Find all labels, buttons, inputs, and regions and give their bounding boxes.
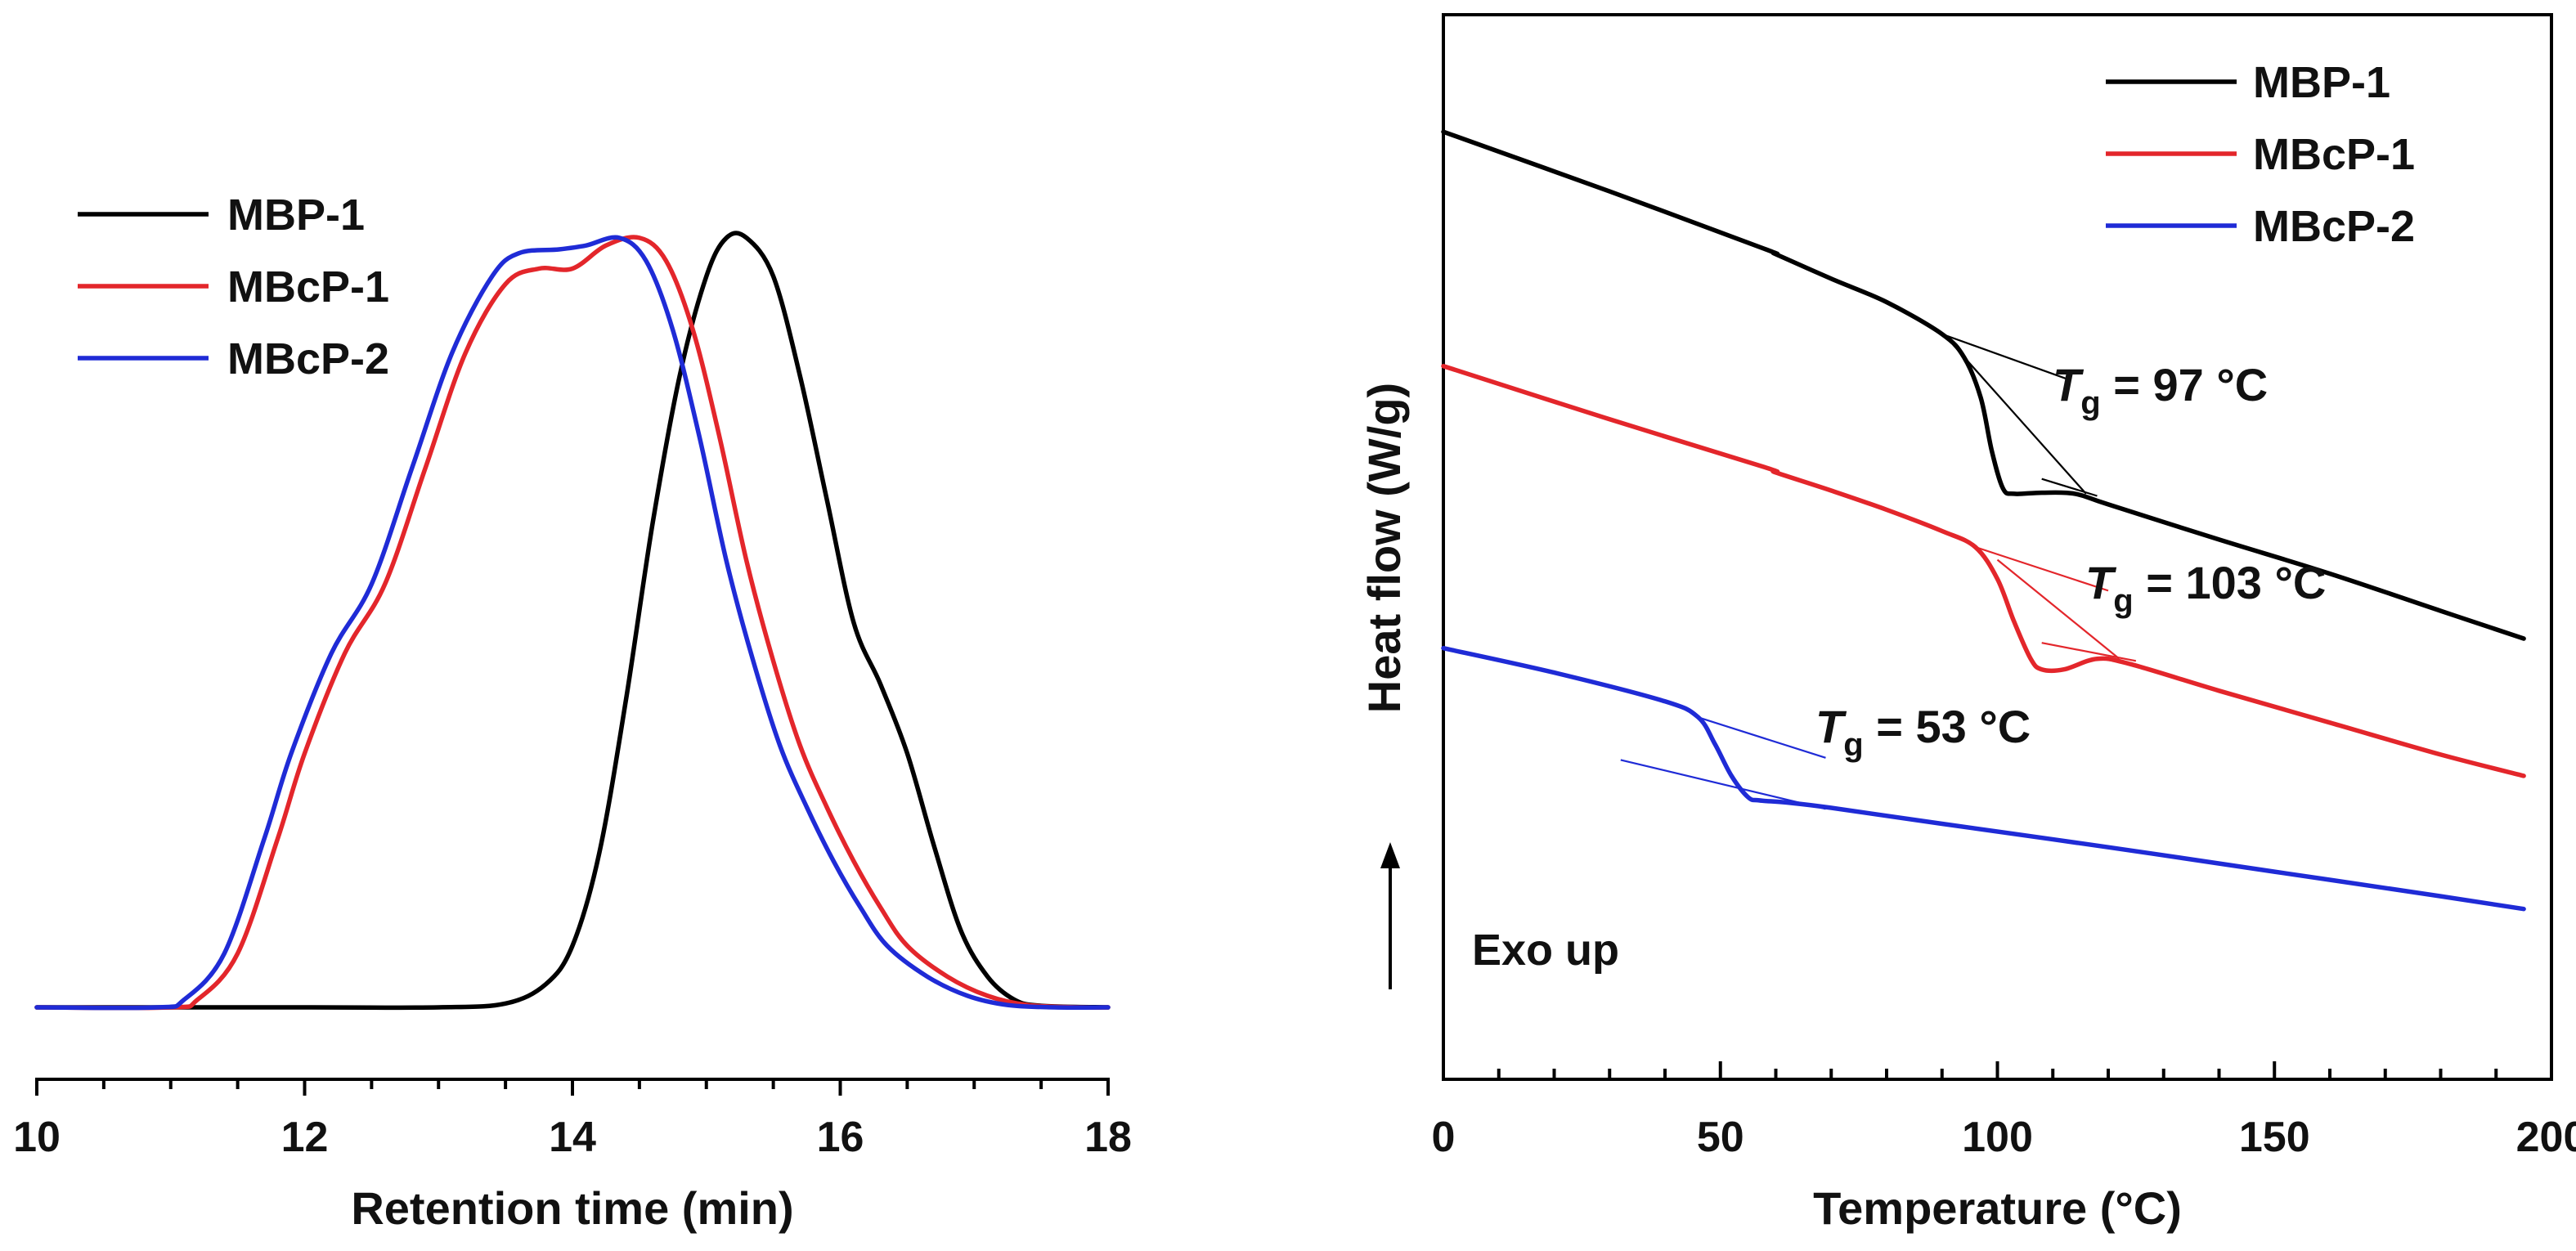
dsc-series-mbcp-1 bbox=[1441, 363, 2526, 778]
tg-symbol: T bbox=[1815, 701, 1847, 752]
gpc-series-mbcp-2 bbox=[34, 235, 1111, 1011]
gpc-x-axis-label: Retention time (min) bbox=[351, 1182, 793, 1234]
dsc-x-tick-label: 0 bbox=[1432, 1114, 1456, 1161]
gpc-x-tick-label: 16 bbox=[817, 1114, 864, 1161]
tangent-line bbox=[1996, 558, 2120, 660]
dsc-x-tick-label: 150 bbox=[2239, 1114, 2310, 1161]
gpc-series-mbp-1 bbox=[34, 231, 1111, 1011]
tg-subscript: g bbox=[1843, 727, 1863, 763]
dsc-x-tick-label: 200 bbox=[2516, 1114, 2576, 1161]
tangent-line bbox=[1698, 716, 1826, 759]
gpc-series-mbcp-1 bbox=[34, 235, 1111, 1011]
dsc-legend-label: MBP-1 bbox=[2253, 58, 2390, 107]
dsc-x-tick-label: 100 bbox=[1962, 1114, 2033, 1161]
gpc-x-tick-label: 10 bbox=[13, 1114, 61, 1161]
dsc-legend: MBP-1 MBcP-1 MBcP-2 bbox=[2106, 58, 2415, 251]
gpc-x-tick-label: 14 bbox=[549, 1114, 596, 1161]
dsc-x-tick-label: 50 bbox=[1697, 1114, 1744, 1161]
gpc-chart: 10 12 14 16 18 Retention time (min) MBP-1 MBcP-… bbox=[13, 191, 1132, 1234]
dsc-legend-label: MBcP-2 bbox=[2253, 202, 2415, 251]
tangent-line bbox=[1941, 333, 2070, 381]
tg-subscript: g bbox=[2113, 583, 2133, 619]
dsc-series-mbp-1 bbox=[1441, 129, 2526, 641]
gpc-legend-label: MBP-1 bbox=[227, 191, 365, 240]
tangent-line bbox=[1975, 545, 2109, 592]
dsc-series-mbcp-2 bbox=[1441, 645, 2526, 912]
gpc-legend: MBP-1 MBcP-1 MBcP-2 bbox=[78, 191, 389, 383]
tg-value: = 103 °C bbox=[2134, 557, 2327, 608]
tangent-line bbox=[2041, 642, 2137, 662]
tg-value: = 53 °C bbox=[1864, 701, 2031, 752]
exo-up-label: Exo up bbox=[1472, 926, 1619, 975]
dsc-x-axis-label: Temperature (°C) bbox=[1813, 1182, 2182, 1234]
tg-label-mbcp-2: Tg = 53 °C bbox=[1815, 701, 2031, 763]
gpc-x-tick-label: 12 bbox=[281, 1114, 329, 1161]
tg-symbol: T bbox=[2053, 359, 2085, 410]
dsc-y-axis-label: Heat flow (W/g) bbox=[1358, 383, 1410, 713]
gpc-x-tick-label: 18 bbox=[1084, 1114, 1132, 1161]
tangent-line bbox=[1620, 759, 1826, 810]
tg-label-mbcp-1: Tg = 103 °C bbox=[2085, 557, 2326, 619]
dsc-chart: 0 50 100 150 200 Temperature (°C) Heat flow (W… bbox=[1358, 13, 2576, 1234]
tg-label-mbp-1: Tg = 97 °C bbox=[2053, 359, 2268, 421]
tangent-line bbox=[2041, 478, 2098, 497]
dsc-legend-label: MBcP-1 bbox=[2253, 130, 2415, 179]
tangent-line bbox=[1952, 343, 2087, 495]
tg-value: = 97 °C bbox=[2101, 359, 2269, 410]
tg-symbol: T bbox=[2085, 557, 2117, 608]
tg-subscript: g bbox=[2080, 385, 2100, 421]
arrowhead-icon bbox=[1380, 842, 1400, 868]
gpc-legend-label: MBcP-2 bbox=[227, 334, 389, 383]
gpc-legend-label: MBcP-1 bbox=[227, 262, 389, 312]
